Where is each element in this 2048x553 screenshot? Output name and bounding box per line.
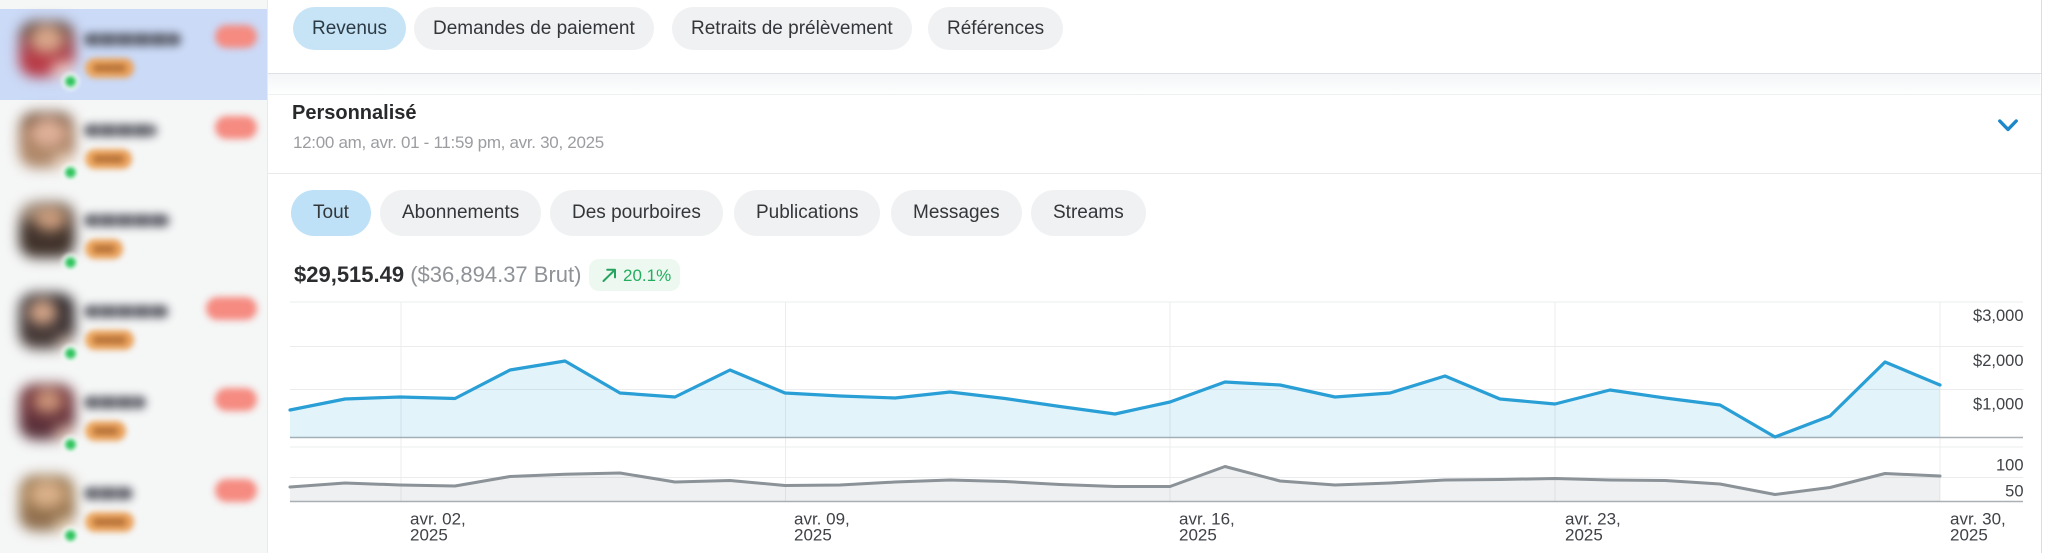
svg-text:2025: 2025	[1565, 526, 1603, 545]
svg-text:50: 50	[2005, 483, 2023, 501]
svg-text:avr. 16,: avr. 16,	[1179, 510, 1235, 529]
svg-text:$3,000: $3,000	[1973, 307, 2023, 325]
svg-text:2025: 2025	[410, 526, 448, 545]
svg-text:2025: 2025	[794, 526, 832, 545]
svg-text:avr. 30,: avr. 30,	[1950, 510, 2006, 529]
svg-text:2025: 2025	[1950, 526, 1988, 545]
svg-text:avr. 23,: avr. 23,	[1565, 510, 1621, 529]
svg-text:avr. 02,: avr. 02,	[410, 510, 466, 529]
svg-text:avr. 09,: avr. 09,	[794, 510, 850, 529]
svg-text:2025: 2025	[1179, 526, 1217, 545]
svg-text:100: 100	[1996, 457, 2024, 475]
svg-text:$1,000: $1,000	[1973, 396, 2023, 414]
svg-text:$2,000: $2,000	[1973, 352, 2023, 370]
